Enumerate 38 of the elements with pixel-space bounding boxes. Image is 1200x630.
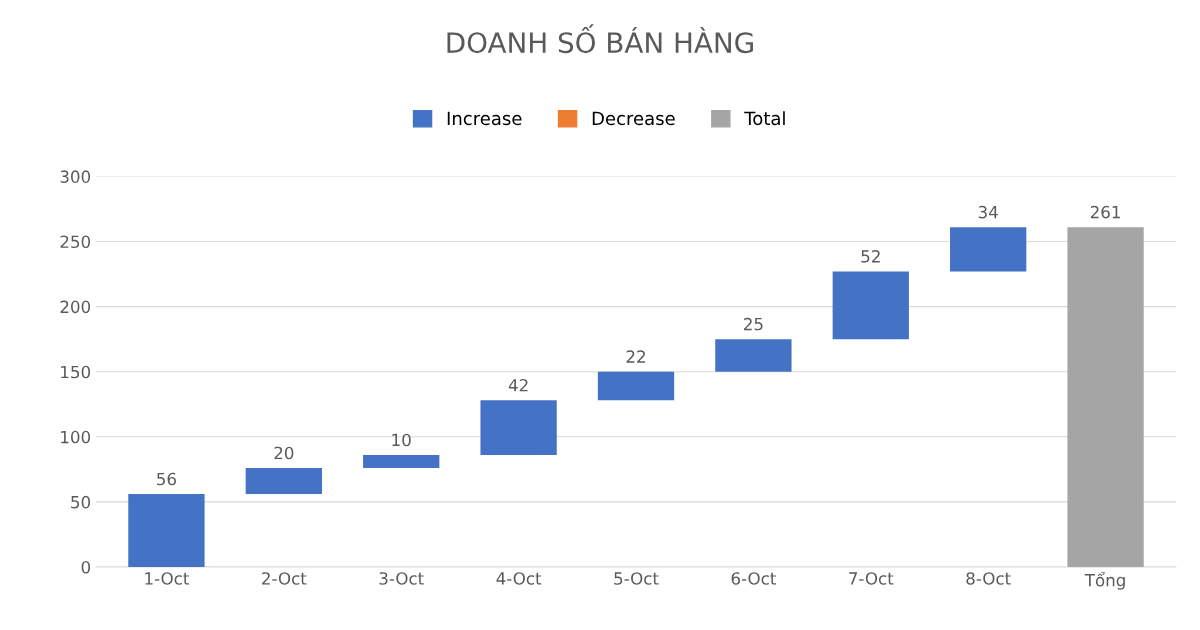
bar	[480, 400, 557, 456]
data-label: 10	[392, 433, 411, 447]
data-label: 52	[861, 250, 880, 263]
data-label: 34	[978, 205, 998, 219]
x-tick-label: Tổng	[1084, 571, 1125, 590]
y-tick-label: 150	[61, 365, 91, 379]
bar	[597, 371, 675, 401]
data-label: 42	[508, 378, 528, 392]
x-tick-label: 2-Oct	[262, 572, 307, 585]
y-tick-label: 250	[60, 235, 91, 249]
y-tick-label: 200	[60, 300, 91, 314]
bar	[245, 468, 322, 495]
data-label: 25	[744, 317, 763, 331]
bar	[128, 494, 205, 567]
x-tick-label: 1-Oct	[145, 572, 189, 585]
data-label: 20	[274, 446, 294, 460]
bar	[832, 271, 909, 340]
y-tick-label: 100	[61, 430, 91, 444]
data-label: 261	[1090, 205, 1120, 219]
bar	[363, 455, 440, 469]
chart-title: DOANH SỐ BÁN HÀNG	[447, 24, 753, 54]
data-label: 22	[626, 350, 645, 363]
bar	[715, 339, 792, 372]
y-tick-label: 50	[71, 495, 91, 509]
x-tick-label: 5-Oct	[614, 572, 659, 585]
legend-label: Total	[744, 111, 785, 126]
y-tick-label: 300	[60, 170, 91, 183]
bar	[1067, 227, 1144, 567]
legend-label: Increase	[447, 111, 522, 126]
legend-label: Decrease	[592, 111, 675, 126]
data-label: 56	[157, 472, 176, 486]
x-tick-label: 7-Oct	[849, 572, 894, 585]
x-tick-label: 8-Oct	[966, 572, 1011, 585]
x-tick-label: 6-Oct	[731, 572, 776, 585]
bar	[950, 227, 1027, 272]
x-tick-label: 3-Oct	[379, 572, 424, 585]
y-tick-label: 0	[81, 560, 91, 574]
x-tick-label: 4-Oct	[496, 572, 542, 585]
